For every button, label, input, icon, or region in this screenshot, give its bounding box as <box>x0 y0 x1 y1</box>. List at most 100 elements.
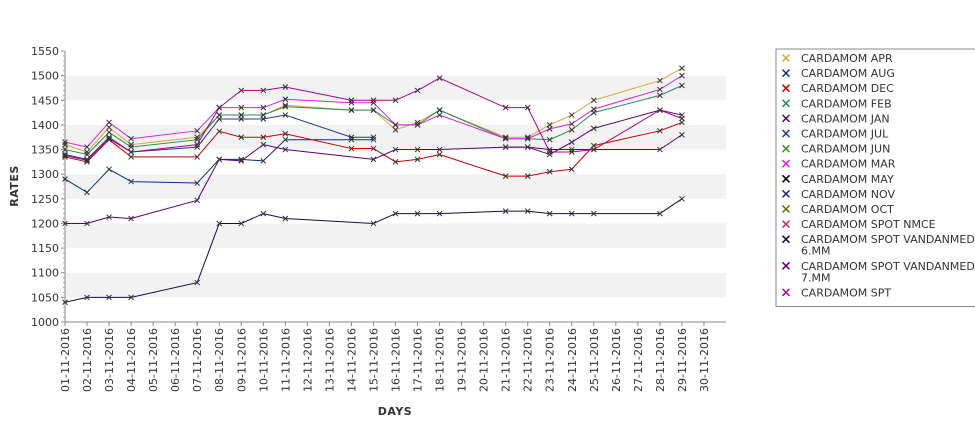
data-point <box>524 208 531 214</box>
data-point <box>502 208 509 214</box>
x-tick-label: 04-11-2016 <box>125 328 138 392</box>
x-tick-label: 17-11-2016 <box>412 328 425 392</box>
data-point <box>106 129 112 136</box>
data-point <box>568 126 575 133</box>
legend-label: CARDAMOM SPOT VANDANMEDU 6.MM <box>801 233 975 258</box>
y-tick-label: 1250 <box>31 193 59 206</box>
data-point <box>282 102 289 109</box>
data-point <box>62 151 68 158</box>
data-point <box>84 294 90 301</box>
data-point <box>106 134 112 141</box>
data-point <box>370 134 377 141</box>
x-tick-label: 28-11-2016 <box>654 328 667 392</box>
data-point <box>679 65 685 72</box>
x-tick-label: 30-11-2016 <box>698 328 711 392</box>
data-point <box>392 159 399 165</box>
data-point <box>62 141 68 148</box>
data-point <box>546 151 553 158</box>
data-point <box>392 126 399 133</box>
legend-label: CARDAMOM JUL <box>801 128 889 141</box>
legend: CARDAMOM APR CARDAMOM AUG CARDAMOM DEC CARD… <box>775 48 975 307</box>
data-point <box>502 104 509 111</box>
x-tick-label: 03-11-2016 <box>103 328 116 392</box>
x-marker-icon <box>781 99 791 108</box>
x-tick-label: 16-11-2016 <box>390 328 403 392</box>
data-point <box>524 144 531 150</box>
x-axis-title: DAYS <box>378 405 412 418</box>
data-point <box>282 112 289 118</box>
data-point <box>62 154 68 160</box>
data-point <box>84 149 90 155</box>
x-marker-icon <box>781 261 791 270</box>
x-marker-icon <box>781 189 791 198</box>
x-marker-icon <box>781 220 791 229</box>
data-point <box>502 134 509 141</box>
x-marker-icon <box>781 69 791 78</box>
legend-label: CARDAMOM SPT <box>801 286 891 299</box>
data-point <box>590 210 597 217</box>
data-point <box>84 156 90 163</box>
series-line <box>65 134 683 224</box>
data-point <box>679 72 685 79</box>
data-point <box>568 146 575 153</box>
grid-band <box>65 248 726 273</box>
data-point <box>348 145 355 152</box>
data-point <box>414 119 421 126</box>
data-point <box>657 127 663 134</box>
legend-label: CARDAMOM MAY <box>801 173 894 186</box>
legend-item: CARDAMOM FEB <box>781 97 892 110</box>
data-point <box>524 134 531 141</box>
data-point <box>568 121 575 127</box>
data-point <box>128 135 134 142</box>
data-point <box>546 125 553 132</box>
x-marker-icon <box>781 129 791 138</box>
data-point <box>568 139 575 146</box>
x-tick-label: 09-11-2016 <box>235 328 248 392</box>
data-point <box>568 210 575 217</box>
data-point <box>128 178 134 185</box>
data-point <box>282 130 289 137</box>
legend-item: CARDAMOM JUL <box>781 128 889 141</box>
data-point <box>238 104 245 111</box>
data-point <box>370 99 377 106</box>
data-point <box>216 104 223 111</box>
data-point <box>414 122 421 128</box>
data-point <box>502 144 509 150</box>
x-axis-ticks: 01-11-2016 02-11-2016 03-11-2016 04-11-2016… <box>59 322 711 392</box>
legend-item: CARDAMOM OCT <box>781 203 894 216</box>
grid-band <box>65 174 726 199</box>
grid-band <box>65 51 726 76</box>
y-tick-label: 1300 <box>31 168 59 181</box>
data-point <box>414 210 421 217</box>
x-tick-label: 02-11-2016 <box>81 328 94 392</box>
data-point <box>348 107 355 113</box>
y-tick-label: 1350 <box>31 144 59 157</box>
data-point <box>128 149 134 155</box>
x-marker-icon <box>781 144 791 153</box>
data-point <box>194 154 201 160</box>
data-point <box>590 146 597 153</box>
x-tick-label: 29-11-2016 <box>676 328 689 392</box>
data-point <box>392 122 399 128</box>
data-point <box>194 144 201 150</box>
data-point <box>546 136 553 143</box>
data-point <box>679 115 685 122</box>
grid-band <box>65 100 726 125</box>
data-point <box>348 136 355 143</box>
data-point <box>524 104 531 111</box>
data-point <box>216 128 223 135</box>
data-point <box>348 99 355 106</box>
data-point <box>414 146 421 153</box>
data-point <box>62 176 68 182</box>
x-marker-icon <box>781 204 791 214</box>
x-marker-icon <box>781 53 791 63</box>
data-point <box>546 146 553 153</box>
data-point <box>657 210 663 217</box>
data-point <box>238 220 245 227</box>
data-point <box>348 134 355 141</box>
legend-label: CARDAMOM AUG <box>801 67 895 80</box>
data-point <box>657 77 663 84</box>
data-point <box>84 144 90 150</box>
data-point <box>62 139 68 146</box>
